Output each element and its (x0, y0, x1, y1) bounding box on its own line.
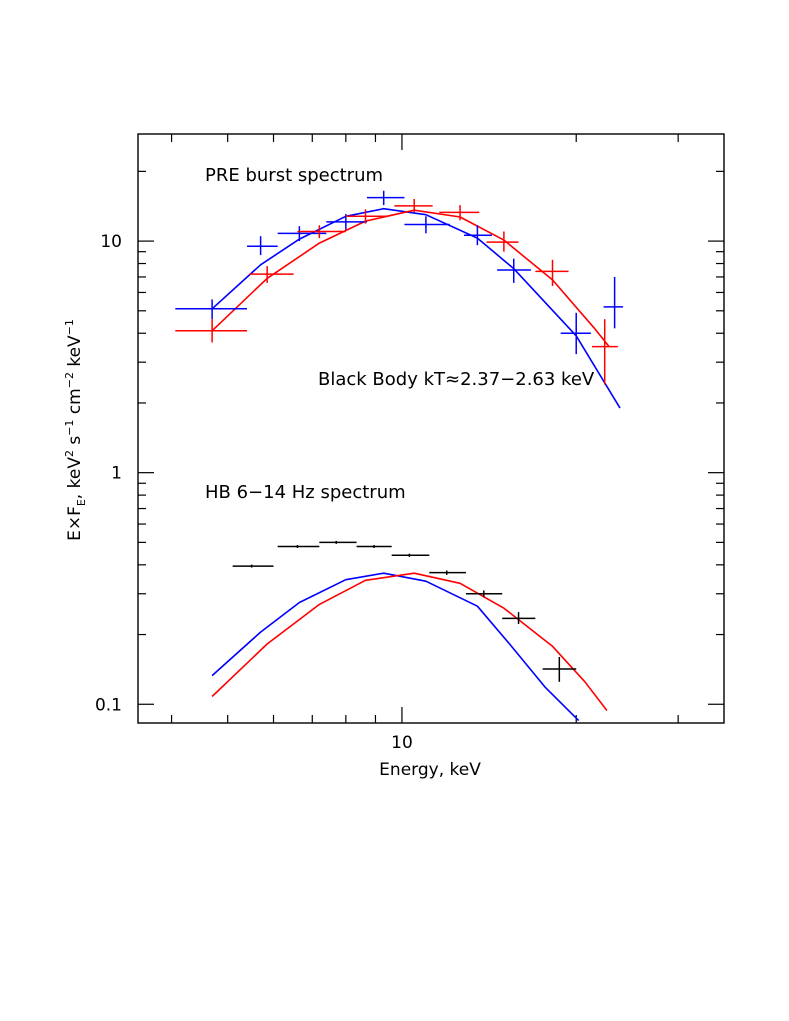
plot-frame (137, 133, 725, 724)
data-point (486, 231, 519, 252)
model-curves (211, 207, 621, 722)
annotation-pre-burst: PRE burst spectrum (205, 165, 383, 186)
model-curve-red (211, 209, 610, 348)
data-point (465, 590, 503, 598)
data-point (366, 190, 405, 206)
data-crosses (175, 190, 624, 682)
data-point (439, 205, 480, 221)
data-point (247, 236, 278, 256)
data-point (502, 612, 536, 625)
data-point (319, 540, 357, 544)
data-point (464, 225, 492, 246)
data-point (249, 266, 294, 283)
y-tick-label: 10 (100, 232, 122, 252)
data-point (391, 553, 430, 557)
axis-ticks (138, 134, 724, 723)
data-point (345, 209, 387, 224)
data-point (232, 564, 274, 568)
data-point (560, 312, 591, 355)
data-point (175, 299, 248, 320)
data-series-blue (175, 190, 624, 355)
data-point (404, 216, 450, 234)
data-point (535, 259, 569, 286)
data-point (592, 319, 618, 385)
axis-tick-labels: 10 0.1 1 10 (95, 232, 413, 753)
data-point (429, 570, 466, 575)
model-curve-red (211, 572, 608, 711)
data-point (356, 544, 392, 548)
y-tick-label: 0.1 (95, 695, 122, 715)
data-point (175, 319, 248, 343)
data-point (277, 226, 327, 242)
data-point (277, 544, 320, 548)
annotation-black-body: Black Body kT≈2.37−2.63 keV (318, 369, 595, 390)
data-series-black (232, 540, 577, 682)
data-point (394, 198, 433, 213)
x-tick-label: 10 (391, 733, 413, 753)
data-point (603, 276, 624, 329)
data-point (542, 656, 577, 682)
x-axis-label: Energy, keV (379, 760, 481, 780)
y-tick-label: 1 (111, 464, 122, 484)
model-curve-blue (211, 572, 580, 722)
y-axis-label: E×FE, keV2 s−1 cm−2 keV−1 (63, 319, 88, 541)
annotation-hb-spectrum: HB 6−14 Hz spectrum (205, 482, 406, 503)
data-point (297, 225, 346, 239)
data-point (497, 258, 531, 283)
data-series-red (175, 198, 618, 385)
